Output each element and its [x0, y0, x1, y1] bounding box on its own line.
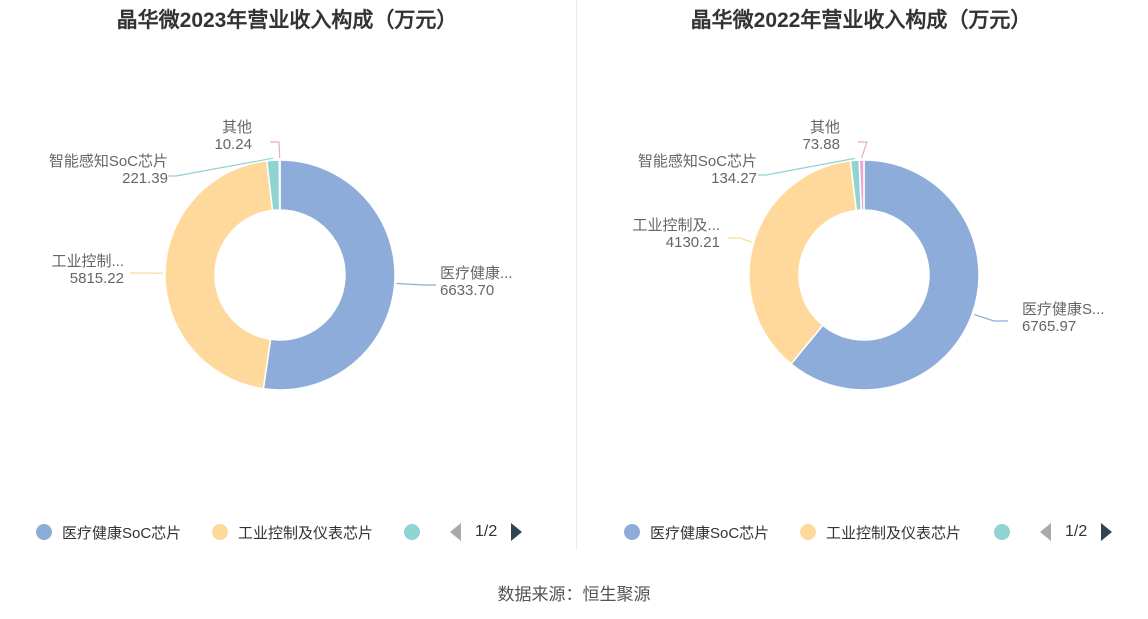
legend-page-indicator: 1/2: [475, 523, 498, 540]
slice-value-industrial: 4130.21: [666, 234, 720, 251]
label-leader-line-medical: [396, 282, 436, 286]
label-leader-line-industrial: [728, 237, 752, 243]
slice-label-industrial: 工业控制及...: [632, 217, 720, 234]
legend-label: 工业控制及仪表芯片: [826, 524, 962, 542]
chart-title-2022: 晶华微2022年营业收入构成（万元）: [690, 9, 1032, 32]
slice-label-smart: 智能感知SoC芯片: [638, 152, 757, 170]
legend-marker-medical: [624, 524, 640, 540]
legend-page-indicator: 1/2: [1065, 523, 1088, 540]
panel-divider: [576, 0, 577, 550]
slice-value-smart: 221.39: [122, 170, 168, 187]
label-leader-line-medical: [973, 313, 1008, 322]
legend-label: 工业控制及仪表芯片: [238, 524, 374, 542]
pie-slice-medical[interactable]: [790, 159, 980, 391]
next-page-icon[interactable]: [1101, 523, 1113, 541]
pie-slice-other[interactable]: [858, 159, 865, 211]
legend-label: 医疗健康SoC芯片: [650, 524, 770, 542]
legend-marker-industrial: [800, 524, 816, 540]
legend-item-industrial-2022[interactable]: 工业控制及仪表芯片: [800, 522, 961, 542]
slice-value-industrial: 5815.22: [70, 270, 124, 287]
legend-item-smart-2023[interactable]: [404, 522, 430, 542]
pie-slice-industrial[interactable]: [748, 159, 858, 365]
data-source-note: 数据来源：恒生聚源: [497, 585, 651, 604]
slice-label-smart: 智能感知SoC芯片: [49, 152, 168, 170]
label-leader-line-smart: [758, 157, 855, 176]
legend-marker-industrial: [212, 524, 228, 540]
legend-marker-smart: [404, 524, 420, 540]
next-page-icon[interactable]: [511, 523, 523, 541]
legend-label: 医疗健康SoC芯片: [62, 524, 182, 542]
pie-slice-medical[interactable]: [262, 159, 396, 391]
legend-marker-smart: [994, 524, 1010, 540]
label-leader-line-other: [858, 141, 868, 159]
previous-page-icon[interactable]: [1040, 523, 1051, 541]
slice-label-industrial: 工业控制...: [51, 253, 124, 270]
slice-value-other: 73.88: [802, 136, 840, 153]
legend-marker-medical: [36, 524, 52, 540]
legend-item-industrial-2023[interactable]: 工业控制及仪表芯片: [212, 522, 373, 542]
pie-slice-industrial[interactable]: [164, 159, 274, 390]
pie-slice-other[interactable]: [278, 159, 281, 211]
legend-pager-2023: 1/2: [450, 520, 523, 544]
slice-label-other: 其他: [810, 119, 840, 136]
slice-value-medical: 6633.70: [440, 282, 494, 299]
slice-label-other: 其他: [222, 119, 252, 136]
legend-item-smart-2022[interactable]: [994, 522, 1020, 542]
label-leader-line-other: [270, 141, 281, 159]
label-leader-line-smart: [168, 157, 274, 177]
slice-label-medical: 医疗健康S...: [1022, 301, 1105, 318]
chart-panel-2023: 晶华微2023年营业收入构成（万元） 医疗健康... 6633.70 工业控制...…: [0, 0, 574, 560]
legend-item-medical-2023[interactable]: 医疗健康SoC芯片: [36, 522, 181, 542]
slice-label-medical: 医疗健康...: [440, 265, 513, 282]
donut-chart-2022: 医疗健康S...6765.97 工业控制及...4130.21 智能感知SoC芯片1…: [632, 119, 1105, 391]
legend-item-medical-2022[interactable]: 医疗健康SoC芯片: [624, 522, 769, 542]
previous-page-icon[interactable]: [450, 523, 461, 541]
slice-value-other: 10.24: [214, 136, 252, 153]
chart-title-2023: 晶华微2023年营业收入构成（万元）: [116, 9, 458, 32]
chart-panel-2022: 晶华微2022年营业收入构成（万元） 医疗健康S... 6765.97 工业控制及.…: [574, 0, 1148, 560]
slice-value-medical: 6765.97: [1022, 318, 1076, 335]
slice-value-smart: 134.27: [711, 170, 757, 187]
legend-pager-2022: 1/2: [1040, 520, 1113, 544]
donut-chart-2023: 医疗健康...6633.70 工业控制...5815.22 智能感知SoC芯片221…: [49, 119, 513, 391]
